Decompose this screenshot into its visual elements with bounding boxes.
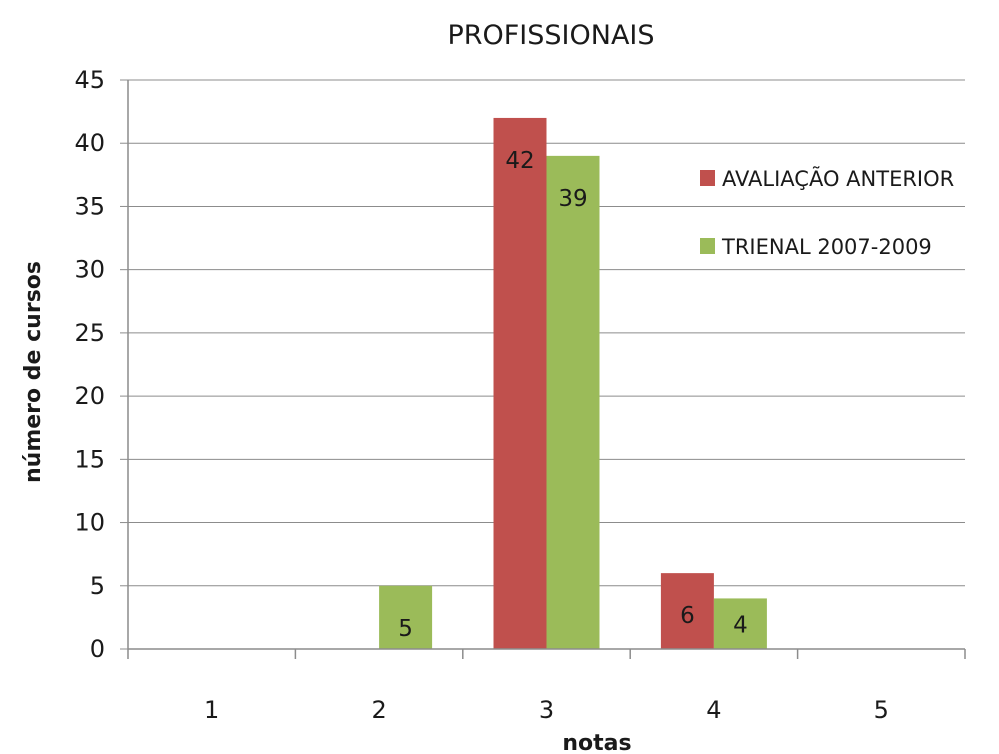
data-label-avaliacao-anterior-4: 6 (680, 603, 695, 629)
chart-title: PROFISSIONAIS (447, 20, 654, 51)
bar-trienal-2 (379, 585, 433, 649)
data-labels: 42 6 5 39 4 (398, 148, 747, 642)
legend-label-trienal-2007-2009: TRIENAL 2007-2009 (721, 235, 932, 259)
y-tick-label-0: 0 (90, 635, 105, 663)
y-tick-label-35: 35 (74, 192, 105, 220)
bar-trienal-4 (713, 598, 767, 649)
x-tick-label-1: 1 (204, 696, 219, 724)
x-tick-label-4: 4 (706, 696, 721, 724)
y-tick-label-40: 40 (74, 129, 105, 157)
data-label-trienal-3: 39 (558, 186, 587, 212)
y-tick-label-10: 10 (74, 509, 105, 537)
bar-trienal-3 (546, 155, 600, 649)
data-label-trienal-2: 5 (398, 616, 413, 642)
x-tick-label-5: 5 (874, 696, 889, 724)
legend: AVALIAÇÃO ANTERIOR TRIENAL 2007-2009 (700, 165, 954, 259)
y-tick-label-15: 15 (74, 445, 105, 473)
y-axis-label: número de cursos (21, 261, 46, 483)
legend-label-avaliacao-anterior: AVALIAÇÃO ANTERIOR (722, 165, 954, 191)
bar-avaliacao-anterior-4 (660, 573, 714, 649)
y-tick-label-25: 25 (74, 319, 105, 347)
legend-swatch-trienal-2007-2009 (700, 238, 715, 254)
legend-swatch-avaliacao-anterior (700, 170, 715, 186)
y-tick-label-5: 5 (90, 572, 105, 600)
bars (379, 117, 767, 649)
x-tick-label-2: 2 (371, 696, 386, 724)
data-label-avaliacao-anterior-3: 42 (505, 148, 534, 174)
y-tick-label-45: 45 (74, 66, 105, 94)
x-axis-label: notas (562, 731, 631, 754)
y-tick-label-20: 20 (74, 382, 105, 410)
bar-avaliacao-anterior-3 (493, 117, 547, 649)
axes (127, 80, 966, 659)
y-tick-label-30: 30 (74, 256, 105, 284)
x-tick-label-3: 3 (539, 696, 554, 724)
data-label-trienal-4: 4 (733, 613, 748, 639)
